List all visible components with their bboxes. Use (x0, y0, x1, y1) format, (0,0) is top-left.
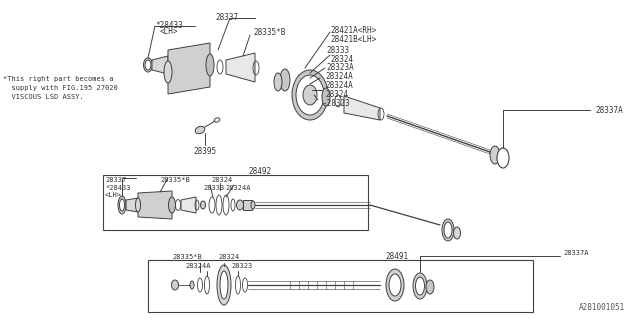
Bar (148, 260, 533, 312)
Ellipse shape (322, 88, 330, 106)
Ellipse shape (274, 73, 282, 91)
Polygon shape (243, 200, 252, 210)
Ellipse shape (237, 200, 243, 210)
Text: <LH>: <LH> (105, 192, 122, 198)
Text: 28421B<LH>: 28421B<LH> (330, 35, 376, 44)
Polygon shape (181, 197, 196, 213)
Polygon shape (152, 56, 168, 74)
Text: 28324A: 28324A (325, 81, 353, 90)
Ellipse shape (389, 274, 401, 296)
Ellipse shape (206, 54, 214, 76)
Text: *28433: *28433 (105, 185, 131, 191)
Ellipse shape (303, 85, 317, 105)
Ellipse shape (120, 199, 125, 211)
Ellipse shape (164, 61, 172, 83)
Ellipse shape (251, 201, 255, 209)
Ellipse shape (220, 271, 228, 299)
Text: 28337: 28337 (105, 177, 126, 183)
Ellipse shape (168, 197, 175, 213)
Polygon shape (126, 198, 138, 212)
Text: 28323A: 28323A (326, 63, 354, 72)
Ellipse shape (195, 126, 205, 134)
Text: 28333: 28333 (326, 46, 349, 55)
Text: 28491: 28491 (385, 252, 408, 261)
Polygon shape (226, 53, 255, 82)
Text: 28337A: 28337A (595, 106, 623, 115)
Ellipse shape (292, 70, 328, 120)
Ellipse shape (280, 69, 290, 91)
Text: supply with FIG.195 27020: supply with FIG.195 27020 (3, 85, 118, 91)
Ellipse shape (145, 60, 151, 70)
Text: 28335*B: 28335*B (172, 254, 202, 260)
Ellipse shape (190, 281, 194, 289)
Text: 28323: 28323 (231, 263, 252, 269)
Ellipse shape (413, 273, 427, 299)
Ellipse shape (497, 148, 509, 168)
Ellipse shape (490, 146, 500, 164)
Ellipse shape (136, 198, 141, 212)
Text: 28492: 28492 (248, 167, 271, 176)
Text: 28333: 28333 (203, 185, 224, 191)
Text: 28337: 28337 (215, 13, 238, 22)
Text: 28324: 28324 (218, 254, 239, 260)
Text: 28324A: 28324A (225, 185, 250, 191)
Ellipse shape (444, 222, 452, 238)
Text: 28324: 28324 (330, 55, 353, 64)
Text: VISCOUS LSD ASSY.: VISCOUS LSD ASSY. (3, 94, 84, 100)
Bar (103, 175, 368, 230)
Text: -28323: -28323 (323, 99, 351, 108)
Text: 28337A: 28337A (563, 250, 589, 256)
Ellipse shape (386, 269, 404, 301)
Text: 28395: 28395 (193, 147, 216, 156)
Ellipse shape (415, 277, 424, 295)
Text: 28324A: 28324A (185, 263, 211, 269)
Polygon shape (138, 191, 172, 219)
Text: 28335*B: 28335*B (160, 177, 189, 183)
Text: 28335*B: 28335*B (253, 28, 285, 37)
Ellipse shape (217, 265, 231, 305)
Text: 28324: 28324 (325, 90, 348, 99)
Text: *This right part becomes a: *This right part becomes a (3, 76, 113, 82)
Ellipse shape (454, 227, 461, 239)
Ellipse shape (442, 219, 454, 241)
Text: 28421A<RH>: 28421A<RH> (330, 26, 376, 35)
Polygon shape (168, 43, 210, 94)
Text: 28324A: 28324A (325, 72, 353, 81)
Polygon shape (344, 96, 380, 120)
Ellipse shape (426, 280, 434, 294)
Text: <LH>: <LH> (160, 27, 179, 36)
Ellipse shape (118, 196, 126, 214)
Ellipse shape (143, 58, 152, 72)
Text: *28433: *28433 (155, 21, 183, 30)
Text: A281001051: A281001051 (579, 303, 625, 312)
Text: 28324: 28324 (211, 177, 232, 183)
Ellipse shape (200, 201, 205, 209)
Ellipse shape (296, 75, 324, 115)
Ellipse shape (172, 280, 179, 290)
